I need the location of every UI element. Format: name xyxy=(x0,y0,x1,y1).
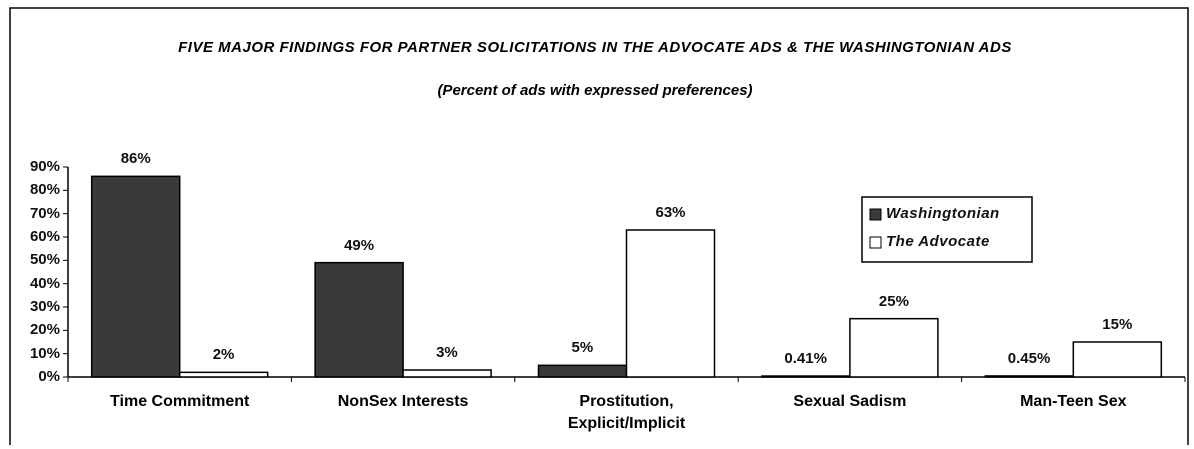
bar xyxy=(1072,341,1163,378)
data-label: 0.41% xyxy=(784,350,827,368)
data-label: 15% xyxy=(1102,316,1133,333)
y-tick-label: 30% xyxy=(29,298,60,315)
data-label: 3% xyxy=(436,344,458,361)
legend-box xyxy=(861,196,1033,263)
legend-label: The Advocate xyxy=(886,233,990,250)
bar xyxy=(90,175,181,378)
bar xyxy=(761,375,851,378)
x-tick-label: NonSex Interests xyxy=(337,393,469,410)
bar xyxy=(625,229,716,378)
legend-swatch xyxy=(869,208,882,221)
bar xyxy=(402,369,492,378)
chart-subtitle: (Percent of ads with expressed preferenc… xyxy=(437,82,753,99)
x-tick-label: Man-Teen Sex xyxy=(1020,393,1127,410)
y-tick-label: 80% xyxy=(29,181,60,199)
y-tick-label: 40% xyxy=(29,274,60,292)
bar xyxy=(984,375,1075,378)
x-tick-label: Time Commitment xyxy=(110,393,250,410)
data-label: 5% xyxy=(571,339,594,357)
y-tick-label: 60% xyxy=(29,228,60,245)
y-tick-label: 70% xyxy=(29,204,60,222)
chart-title: FIVE MAJOR FINDINGS FOR PARTNER SOLICITA… xyxy=(178,39,1012,56)
bar xyxy=(537,364,628,378)
data-label: 0.45% xyxy=(1007,349,1051,367)
x-tick-label: Sexual Sadism xyxy=(793,393,907,410)
data-label: 63% xyxy=(655,204,686,221)
y-tick-label: 50% xyxy=(29,251,60,269)
data-label: 2% xyxy=(212,346,235,364)
y-tick-label: 90% xyxy=(29,158,60,175)
legend-swatch xyxy=(869,236,882,249)
data-label: 49% xyxy=(344,236,375,254)
y-tick-label: 10% xyxy=(29,344,60,362)
bar xyxy=(849,317,939,378)
x-tick-label: Prostitution, Explicit/Implicit xyxy=(567,393,686,432)
bar xyxy=(314,261,404,378)
bar xyxy=(178,371,269,378)
y-tick-label: 20% xyxy=(29,321,60,339)
legend-label: Washingtonian xyxy=(886,205,1000,222)
data-label: 86% xyxy=(120,150,151,168)
y-tick-label: 0% xyxy=(38,368,60,385)
frame xyxy=(9,7,1189,445)
data-label: 25% xyxy=(878,292,909,310)
